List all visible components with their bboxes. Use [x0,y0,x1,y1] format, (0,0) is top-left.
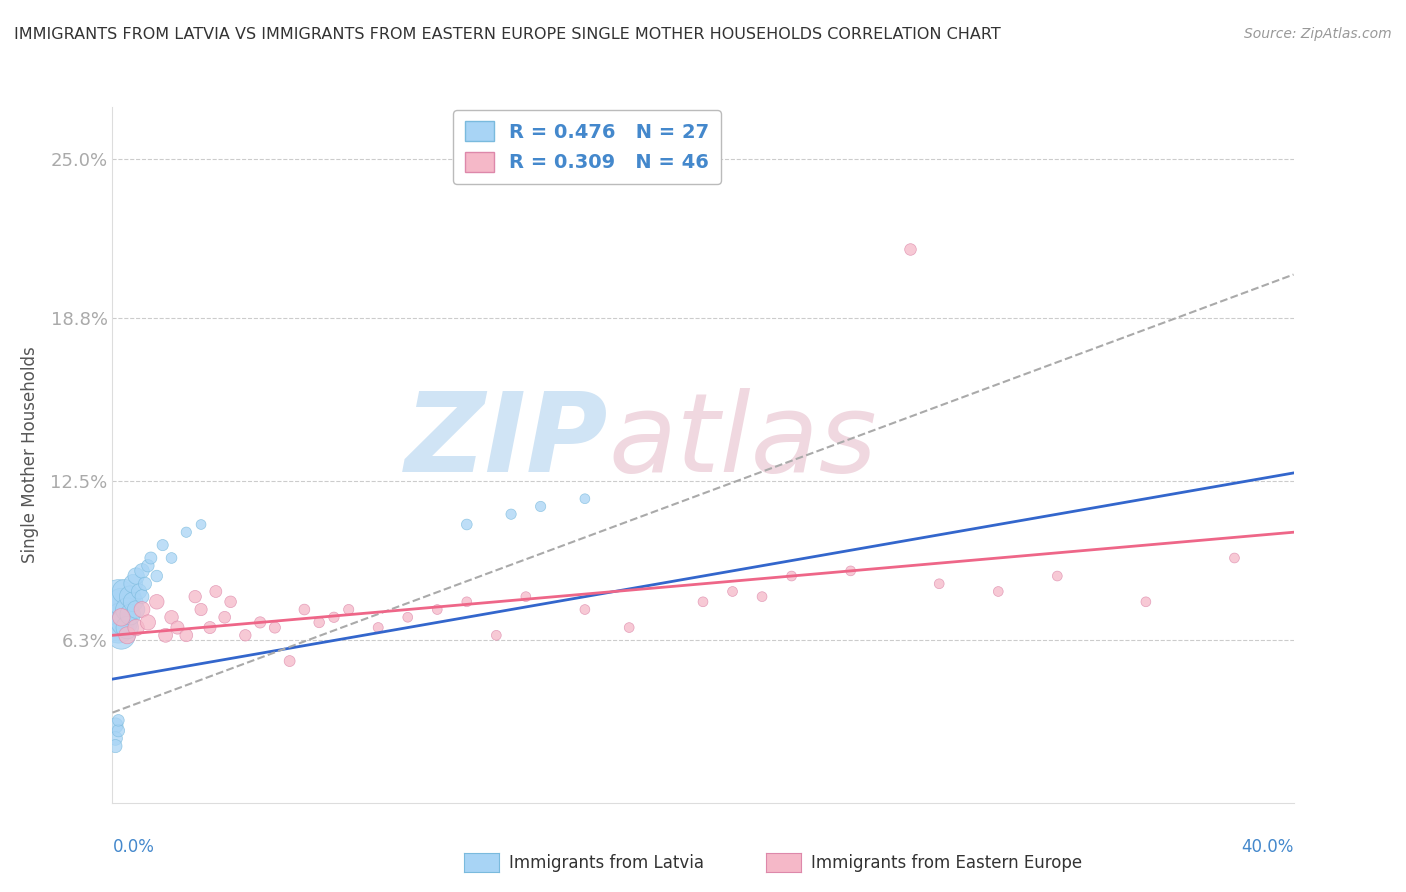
Text: 0.0%: 0.0% [112,838,155,856]
Point [104,739,127,753]
Point [122,576,145,591]
Point [184,590,207,604]
Point [233,628,256,642]
Point [278,654,301,668]
Point [136,615,159,630]
Point [367,621,389,635]
Point [174,525,197,540]
Point [112,615,135,630]
Point [117,621,138,635]
Point [839,564,862,578]
Point [131,602,153,616]
Point [501,507,523,521]
Point [155,628,177,642]
Point [721,584,744,599]
Point [174,628,197,642]
Point [104,731,127,746]
Text: Immigrants from Latvia: Immigrants from Latvia [509,854,704,871]
Point [125,602,148,616]
Point [264,621,287,635]
Point [1223,551,1246,566]
Point [139,551,162,566]
Point [1046,569,1069,583]
Point [574,602,596,616]
Point [136,558,159,573]
Point [131,590,153,604]
Point [110,628,132,642]
Point [529,500,551,514]
Text: IMMIGRANTS FROM LATVIA VS IMMIGRANTS FROM EASTERN EUROPE SINGLE MOTHER HOUSEHOLD: IMMIGRANTS FROM LATVIA VS IMMIGRANTS FRO… [14,27,1001,42]
Point [323,610,346,624]
Point [515,590,537,604]
Point [125,621,148,635]
Text: Immigrants from Eastern Europe: Immigrants from Eastern Europe [811,854,1083,871]
Point [107,621,129,635]
Point [110,595,132,609]
Point [117,602,138,616]
Point [987,584,1010,599]
Y-axis label: Single Mother Households: Single Mother Households [21,347,39,563]
Point [198,621,221,635]
Point [117,628,138,642]
Text: 40.0%: 40.0% [1241,838,1294,856]
Point [190,517,212,532]
Point [751,590,773,604]
Point [120,590,142,604]
Point [134,576,156,591]
Point [928,576,950,591]
Point [337,602,360,616]
Point [396,610,419,624]
Point [780,569,803,583]
Point [125,569,148,583]
Point [898,242,921,256]
Point [692,595,714,609]
Point [107,714,129,728]
Point [128,584,150,599]
Point [308,615,330,630]
Point [219,595,242,609]
Point [122,595,145,609]
Point [485,628,508,642]
Point [292,602,315,616]
Point [104,718,127,732]
Point [619,621,641,635]
Point [214,610,236,624]
Text: Source: ZipAtlas.com: Source: ZipAtlas.com [1244,27,1392,41]
Point [131,564,153,578]
Point [190,602,212,616]
Legend: R = 0.476   N = 27, R = 0.309   N = 46: R = 0.476 N = 27, R = 0.309 N = 46 [453,110,721,184]
Point [152,538,174,552]
Point [160,610,183,624]
Point [120,607,142,622]
Point [110,610,132,624]
Point [160,551,183,566]
Point [146,569,169,583]
Point [1135,595,1157,609]
Point [104,602,127,616]
Point [249,615,271,630]
Point [574,491,596,506]
Point [112,584,135,599]
Point [205,584,228,599]
Point [456,595,478,609]
Point [456,517,478,532]
Point [166,621,188,635]
Point [107,723,129,738]
Point [426,602,449,616]
Point [110,610,132,624]
Point [146,595,169,609]
Text: atlas: atlas [609,387,877,494]
Text: ZIP: ZIP [405,387,609,494]
Point [107,590,129,604]
